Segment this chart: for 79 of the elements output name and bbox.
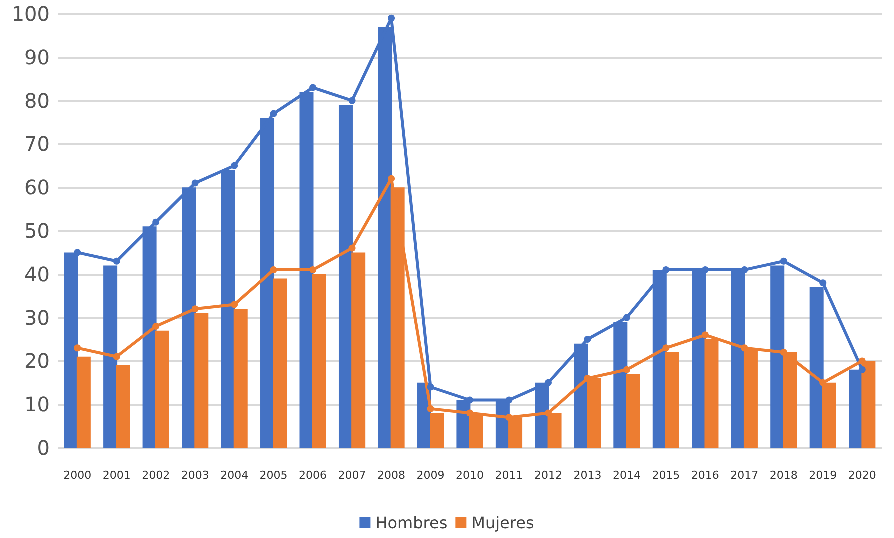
- point: [427, 384, 434, 391]
- point: [310, 84, 317, 92]
- point: [192, 180, 199, 187]
- point: [623, 366, 630, 374]
- x-tick-label: 2018: [770, 469, 798, 482]
- point: [113, 258, 120, 265]
- point: [348, 97, 356, 104]
- bar: [76, 356, 91, 448]
- point: [702, 266, 709, 274]
- x-tick-label: 2015: [652, 469, 680, 482]
- y-tick-label: 30: [24, 306, 50, 330]
- x-tick-label: 2019: [809, 469, 838, 482]
- y-tick-label: 60: [24, 176, 50, 200]
- point: [584, 375, 592, 382]
- x-tick-label: 2017: [730, 469, 759, 482]
- point: [506, 414, 513, 422]
- y-tick-label: 20: [24, 349, 50, 374]
- point: [270, 110, 278, 118]
- x-tick-label: 2005: [260, 469, 288, 482]
- point: [741, 266, 748, 274]
- point: [231, 301, 238, 308]
- point: [310, 266, 317, 274]
- point: [427, 405, 434, 412]
- x-tick-label: 2010: [456, 469, 484, 482]
- y-tick-label: 80: [24, 88, 50, 113]
- point: [780, 349, 788, 356]
- point: [74, 249, 82, 256]
- point: [231, 162, 238, 170]
- legend-label: Mujeres: [472, 514, 534, 532]
- x-tick-label: 2003: [181, 469, 210, 482]
- point: [74, 344, 82, 352]
- point: [388, 14, 396, 22]
- bar: [273, 278, 288, 448]
- y-tick-label: 50: [24, 219, 50, 243]
- point: [348, 244, 356, 252]
- x-tick-label: 2007: [338, 469, 366, 482]
- x-tick-label: 2004: [220, 469, 249, 482]
- point: [858, 358, 866, 365]
- x-tick-label: 2012: [534, 469, 562, 482]
- x-tick-label: 2009: [416, 469, 445, 482]
- x-tick-label: 2008: [378, 469, 406, 482]
- point: [506, 396, 513, 404]
- point: [544, 410, 552, 417]
- point: [741, 344, 748, 352]
- x-tick-label: 2001: [102, 469, 131, 482]
- point: [702, 332, 709, 339]
- point: [270, 266, 278, 274]
- point: [858, 366, 866, 374]
- legend-label: Hombres: [376, 514, 448, 532]
- point: [152, 218, 160, 226]
- point: [192, 306, 199, 313]
- bar: [116, 366, 130, 448]
- x-tick-label: 2013: [574, 469, 602, 482]
- point: [820, 379, 827, 386]
- x-tick-label: 2016: [691, 469, 720, 482]
- x-tick-label: 2014: [612, 469, 641, 482]
- y-tick-label: 0: [37, 436, 50, 460]
- x-tick-label: 2011: [495, 469, 524, 482]
- point: [820, 280, 827, 287]
- point: [584, 336, 592, 343]
- x-tick-label: 2000: [64, 469, 92, 482]
- point: [623, 314, 630, 322]
- point: [152, 322, 160, 330]
- point: [113, 353, 120, 360]
- point: [544, 379, 552, 386]
- x-tick-label: 2002: [142, 469, 170, 482]
- point: [662, 266, 670, 274]
- point: [662, 344, 670, 352]
- x-tick-label: 2020: [848, 469, 876, 482]
- y-tick-label: 90: [24, 45, 50, 70]
- point: [780, 258, 788, 265]
- y-tick-label: 100: [12, 2, 50, 26]
- point: [466, 410, 474, 417]
- x-tick-label: 2006: [299, 469, 328, 482]
- y-tick-label: 70: [24, 132, 50, 156]
- point: [388, 175, 396, 182]
- y-tick-label: 40: [24, 262, 50, 286]
- y-tick-label: 10: [24, 392, 50, 417]
- point: [466, 396, 474, 404]
